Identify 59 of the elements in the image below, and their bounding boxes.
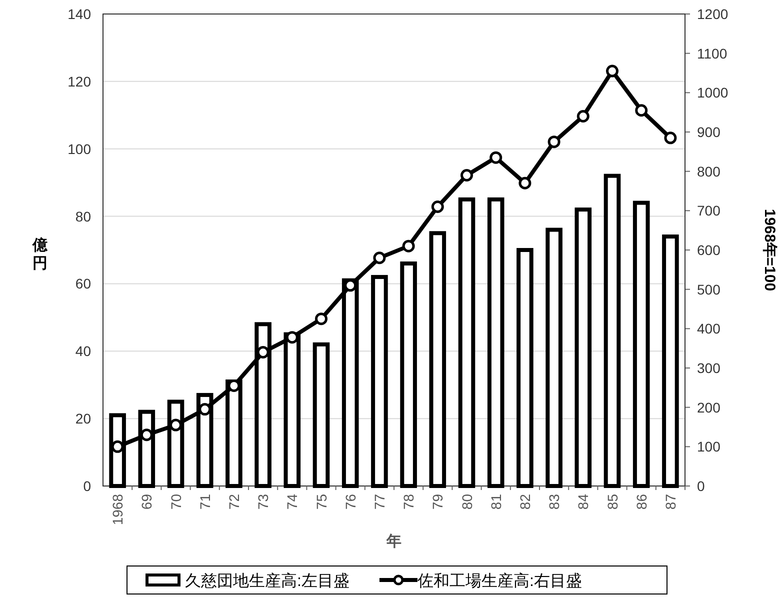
x-tick-label: 78 xyxy=(400,494,417,510)
point xyxy=(664,132,677,144)
point xyxy=(431,200,444,213)
point xyxy=(460,169,473,182)
x-tick-label: 82 xyxy=(516,494,533,510)
y2-tick-label: 900 xyxy=(697,124,721,140)
y-tick-label: 80 xyxy=(75,208,92,224)
y2-tick-label: 400 xyxy=(697,320,721,337)
legend-label: 久慈団地生産高:左目盛 xyxy=(185,572,350,590)
x-tick-label: 76 xyxy=(342,494,358,510)
point xyxy=(373,252,386,264)
y-axis-title: 億円 xyxy=(32,237,48,272)
x-tick-label: 83 xyxy=(546,494,562,510)
x-tick-label: 73 xyxy=(255,494,272,510)
point xyxy=(606,64,618,78)
x-tick-label: 77 xyxy=(371,494,388,510)
point xyxy=(170,418,182,432)
y-tick-label: 140 xyxy=(68,6,92,22)
y2-tick-label: 200 xyxy=(697,399,721,416)
x-tick-label: 86 xyxy=(633,494,650,510)
y-tick-label: 20 xyxy=(75,410,92,427)
legend-label: 佐和工場生産高:右目盛 xyxy=(417,572,582,590)
point xyxy=(576,110,590,123)
x-axis-title: 年 xyxy=(386,533,402,550)
y-tick-label: 60 xyxy=(75,276,92,292)
y2-tick-label: 1100 xyxy=(697,45,728,62)
y-tick-label: 120 xyxy=(68,73,92,90)
y2-tick-label: 1200 xyxy=(697,6,728,22)
x-tick-label: 74 xyxy=(284,494,300,510)
x-tick-label: 71 xyxy=(196,494,213,510)
x-tick-label: 81 xyxy=(488,494,504,510)
y2-tick-label: 600 xyxy=(697,242,721,258)
x-tick-label: 70 xyxy=(168,494,184,510)
x-tick-label: 84 xyxy=(575,494,592,510)
x-tick-label: 72 xyxy=(226,494,242,510)
y2-tick-label: 800 xyxy=(697,163,721,180)
x-tick-label: 69 xyxy=(138,494,155,510)
y2-tick-label: 500 xyxy=(697,281,721,298)
point xyxy=(490,151,502,164)
x-tick-label: 87 xyxy=(662,494,678,510)
point xyxy=(315,312,328,326)
x-tick-label: 85 xyxy=(604,494,620,510)
y-tick-label: 0 xyxy=(83,478,92,494)
point xyxy=(635,104,648,117)
x-tick-label: 79 xyxy=(430,494,446,510)
y2-tick-label: 300 xyxy=(697,360,721,376)
x-tick-label: 1968 xyxy=(110,494,126,526)
y-tick-label: 40 xyxy=(75,343,92,360)
y-tick-label: 100 xyxy=(68,140,92,157)
y2-tick-label: 1000 xyxy=(697,84,728,101)
point xyxy=(402,240,415,252)
point xyxy=(548,136,560,148)
y2-tick-label: 0 xyxy=(697,478,705,494)
x-tick-label: 80 xyxy=(458,494,475,510)
y2-tick-label: 100 xyxy=(697,438,721,455)
y2-tick-label: 700 xyxy=(697,202,721,219)
x-tick-label: 75 xyxy=(313,494,330,510)
y2-axis-title: 1968年=100 xyxy=(761,208,778,292)
point xyxy=(518,176,532,190)
